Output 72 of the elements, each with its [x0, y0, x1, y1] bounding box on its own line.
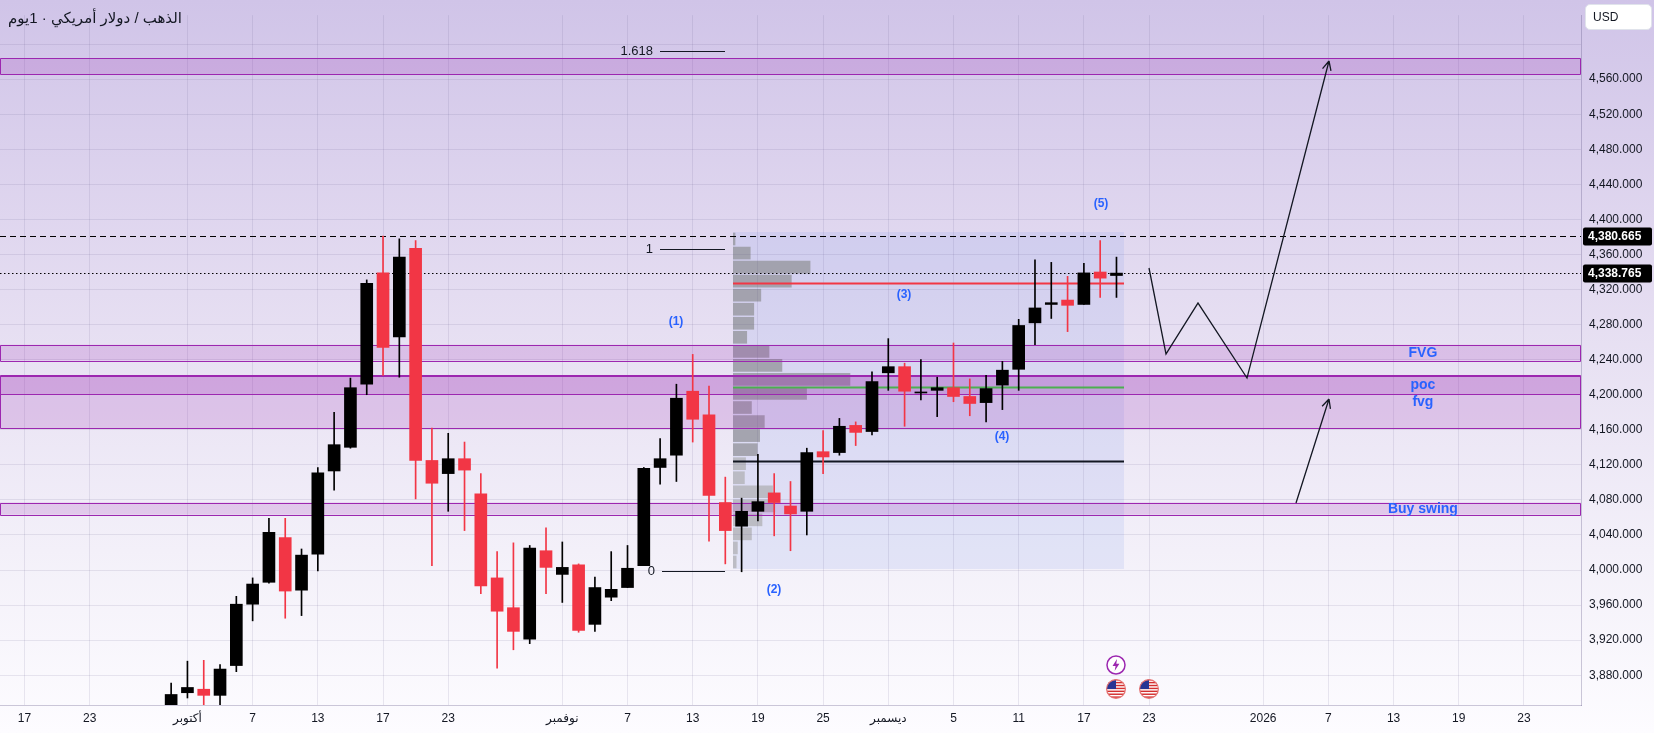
band-label: poc: [1410, 376, 1436, 393]
x-tick-label: 13: [686, 710, 700, 725]
x-tick-label: أكتوبر: [172, 709, 202, 726]
chart-title: الذهب / دولار أمريكي · 1يوم: [8, 9, 182, 27]
x-tick-label: 2026: [1249, 710, 1277, 725]
annotation: (4): [994, 429, 1010, 444]
annotation: (3): [896, 287, 912, 302]
y-tick-label: 4,120.000: [1589, 457, 1643, 472]
x-tick-label: 23: [1517, 710, 1531, 725]
x-tick-label: 13: [1386, 710, 1401, 725]
x-tick-label: نوفمبر: [545, 710, 579, 726]
candlestick: [881, 338, 895, 391]
bar: [733, 541, 738, 555]
annotation: 0: [647, 562, 655, 578]
candlestick: [555, 541, 569, 603]
candlestick: [425, 427, 439, 566]
x-tick-label: 11: [1012, 710, 1026, 725]
y-tick-label: 4,280.000: [1589, 316, 1643, 331]
x-tick-label: 23: [441, 710, 456, 725]
annotation: 1: [645, 240, 653, 256]
y-tick-label: 4,240.000: [1589, 351, 1643, 366]
x-tick-label: 7: [624, 710, 632, 725]
bar: [733, 555, 737, 569]
candlestick: [604, 551, 618, 602]
x-tick-label: 19: [751, 710, 765, 725]
band-label: FVG: [1408, 343, 1438, 360]
candlestick: [930, 376, 944, 417]
annotation: 1.618: [620, 42, 653, 58]
y-tick-label: 4,080.000: [1589, 492, 1643, 507]
y-tick-label: 4,000.000: [1589, 562, 1643, 577]
x-tick-label: 7: [249, 710, 257, 725]
y-axis-title: USD: [1585, 4, 1652, 30]
y-tick-label: 3,880.000: [1589, 667, 1643, 682]
y-tick-label: 4,320.000: [1589, 281, 1643, 296]
y-tick-label: 4,200.000: [1589, 387, 1643, 402]
y-tick-label: 4,440.000: [1589, 176, 1643, 191]
annotation: (5): [1093, 196, 1109, 211]
x-tick-label: 13: [311, 710, 325, 725]
candlestick: [751, 453, 765, 522]
candlestick: [653, 438, 667, 485]
ref-line-label: 4,380.665: [1588, 229, 1642, 244]
ref-line-label: 4,338.765: [1588, 266, 1642, 281]
x-tick-label: 17: [1077, 710, 1091, 725]
candlestick: [816, 430, 830, 474]
x-tick-label: 17: [376, 710, 391, 725]
annotation: (1): [668, 314, 684, 329]
x-tick-label: 7: [1325, 710, 1333, 725]
y-tick-label: 3,920.000: [1589, 632, 1643, 647]
bar: [733, 246, 751, 260]
candlestick: [197, 659, 211, 705]
x-tick-label: 23: [1142, 710, 1157, 725]
y-tick-label: 3,960.000: [1589, 597, 1643, 612]
y-tick-label: 4,400.000: [1589, 211, 1643, 226]
y-tick-label: 4,040.000: [1589, 527, 1643, 542]
x-tick-label: 19: [1452, 710, 1466, 725]
y-tick-label: 4,560.000: [1589, 71, 1643, 86]
candlestick: [767, 473, 781, 537]
x-tick-label: 17: [17, 710, 32, 725]
candlestick: [441, 432, 455, 512]
x-tick-label: ديسمبر: [869, 710, 907, 726]
y-tick-label: 4,520.000: [1589, 106, 1643, 121]
x-tick-label: 25: [816, 710, 831, 725]
x-tick-label: 5: [950, 710, 958, 725]
x-tick-label: 23: [82, 710, 97, 725]
y-tick-label: 4,160.000: [1589, 422, 1643, 437]
band-label: Buy swing: [1387, 499, 1458, 516]
band-label: fvg: [1412, 392, 1434, 409]
y-tick-label: 4,480.000: [1589, 141, 1643, 156]
bar: [733, 260, 811, 274]
y-tick-label: 4,360.000: [1589, 246, 1643, 261]
annotation: (2): [766, 582, 782, 597]
candlestick: [963, 378, 977, 417]
